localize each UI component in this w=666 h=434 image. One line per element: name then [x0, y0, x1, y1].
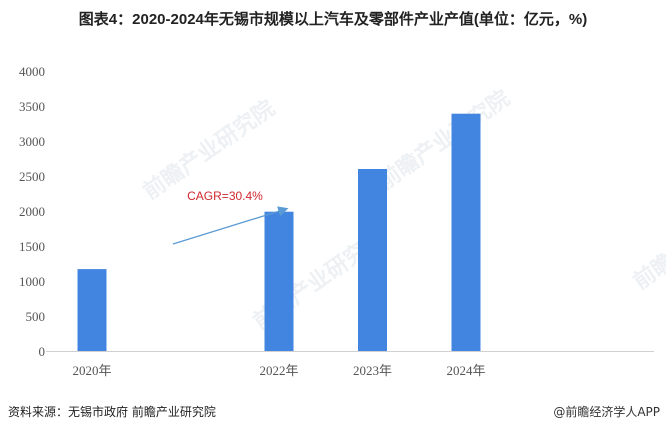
bar-2024: [451, 113, 481, 351]
x-tick-label: 2023年: [353, 363, 392, 378]
chart-title: 图表4：2020-2024年无锡市规模以上汽车及零部件产业产值(单位：亿元，%): [78, 11, 588, 28]
y-tick-label: 2500: [19, 169, 45, 184]
x-tick-label: 2020年: [72, 363, 111, 378]
cagr-label: CAGR=30.4%: [187, 189, 263, 203]
bar-2022: [264, 211, 294, 351]
y-tick-label: 500: [26, 309, 46, 324]
x-tick-label: 2022年: [259, 363, 298, 378]
source-note: 资料来源：无锡市政府 前瞻产业研究院: [8, 405, 216, 419]
y-tick-label: 1000: [19, 274, 45, 289]
cagr-arrow: [172, 206, 289, 245]
bar-2023: [358, 169, 387, 351]
y-tick-label: 0: [39, 344, 46, 359]
x-tick-label: 2024年: [446, 363, 485, 378]
credit-label: @前瞻经济学人APP: [553, 405, 660, 419]
bar-2020: [77, 269, 107, 351]
y-tick-label: 1500: [19, 239, 45, 254]
watermark-text: 前瞻产业研究院: [629, 185, 666, 295]
y-tick-label: 4000: [19, 64, 45, 79]
y-tick-label: 3000: [19, 134, 45, 149]
watermark-text: 前瞻产业研究院: [374, 85, 515, 195]
y-tick-label: 2000: [19, 204, 45, 219]
y-tick-label: 3500: [19, 99, 45, 114]
